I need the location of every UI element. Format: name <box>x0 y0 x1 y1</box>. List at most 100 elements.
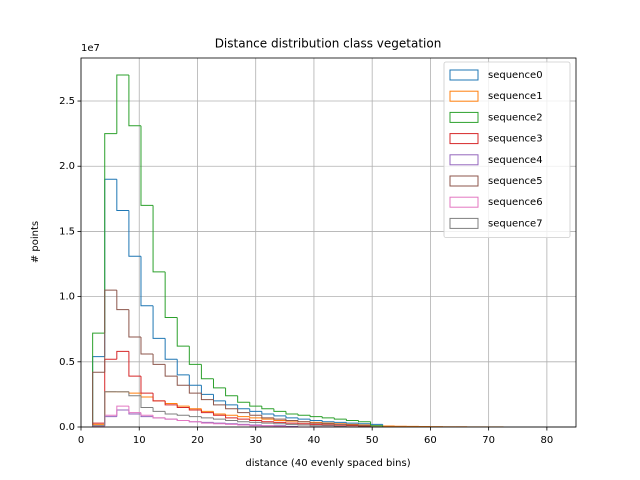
histogram-bin <box>164 400 178 406</box>
legend-label: sequence0 <box>488 70 543 81</box>
histogram-bin <box>188 415 202 418</box>
histogram-bin <box>225 415 238 419</box>
histogram-bin <box>237 420 250 423</box>
histogram-bin <box>92 425 105 427</box>
histogram-bin <box>200 416 214 419</box>
y-tick-label: 1.0 <box>59 292 75 303</box>
histogram-bin <box>321 420 335 423</box>
legend-swatch <box>449 154 479 166</box>
histogram-bin <box>116 405 129 416</box>
x-axis-label: distance (40 evenly spaced bins) <box>245 458 410 469</box>
histogram-bin <box>164 271 178 318</box>
histogram-bin <box>261 422 274 424</box>
legend-label: sequence1 <box>488 91 543 102</box>
x-tick-label: 0 <box>78 435 84 446</box>
histogram-bin <box>249 421 262 423</box>
legend-swatch <box>449 69 479 81</box>
legend-label: sequence5 <box>488 176 543 187</box>
histogram-bin <box>261 411 274 415</box>
histogram-bin <box>285 423 299 425</box>
histogram-bin <box>249 408 262 412</box>
histogram-bin <box>152 305 166 339</box>
histogram-bin <box>261 406 274 410</box>
axes-frame <box>80 57 577 428</box>
histogram-bin <box>249 412 262 416</box>
histogram-bin <box>164 417 178 420</box>
histogram-bin <box>321 422 335 424</box>
histogram-bin <box>225 419 238 421</box>
histogram-bin <box>176 359 190 376</box>
histogram-bin <box>152 205 166 273</box>
histogram-bin <box>345 419 359 421</box>
histogram-bin <box>225 387 238 397</box>
histogram-bin <box>116 179 129 212</box>
histogram-bin <box>249 419 262 421</box>
histogram-bin <box>309 423 323 425</box>
x-tick-label: 10 <box>133 435 146 446</box>
histogram-bin <box>128 391 141 397</box>
histogram-bin <box>297 413 311 416</box>
legend: sequence0 sequence1 sequence2 sequence3 sequ… <box>443 61 571 239</box>
histogram-bin <box>285 419 299 421</box>
histogram-bin <box>128 210 141 257</box>
histogram-bin <box>357 425 371 427</box>
histogram-bin <box>357 423 371 425</box>
histogram-bin <box>140 125 154 206</box>
histogram-bin <box>128 351 141 377</box>
histogram-bin <box>309 419 323 421</box>
histogram-bin <box>237 423 250 425</box>
y-tick-label: 2.5 <box>59 96 75 107</box>
legend-label: sequence4 <box>488 155 543 166</box>
histogram-bin <box>237 395 250 403</box>
histogram-bin <box>285 411 299 415</box>
histogram-bin <box>188 407 202 411</box>
histogram-bin <box>128 74 141 127</box>
histogram-bin <box>92 371 105 427</box>
histogram-bin <box>176 317 190 347</box>
histogram-bin <box>176 413 190 416</box>
histogram-bin <box>152 353 166 365</box>
histogram-bin <box>212 412 226 416</box>
legend-label: sequence7 <box>488 218 543 229</box>
legend-swatch <box>449 133 479 145</box>
histogram-bin <box>237 408 250 414</box>
histogram-bin <box>188 385 202 394</box>
x-tick-label: 80 <box>541 435 554 446</box>
histogram-bin <box>116 74 129 134</box>
histogram-bin <box>249 402 262 407</box>
histogram-bin <box>297 420 311 423</box>
histogram-bin <box>225 423 238 425</box>
histogram-bin <box>273 413 286 417</box>
histogram-bin <box>309 421 323 424</box>
histogram-bin <box>200 421 214 424</box>
histogram-bin <box>212 378 226 389</box>
legend-swatch <box>449 217 479 229</box>
histogram-bin <box>333 417 347 420</box>
histogram-bin <box>128 309 141 338</box>
y-tick-label: 0.5 <box>59 357 75 368</box>
y-tick-label: 0.0 <box>59 422 75 433</box>
histogram-bin <box>357 420 371 423</box>
y-axis-label: # points <box>30 221 41 263</box>
histogram-bin <box>152 415 166 419</box>
histogram-bin <box>140 256 154 307</box>
histogram-bin <box>164 364 178 377</box>
histogram-bin <box>225 404 238 410</box>
histogram-bin <box>309 425 323 427</box>
legend-frame <box>443 61 571 239</box>
chart-title: Distance distribution class vegetation <box>215 37 442 51</box>
x-tick-label: 50 <box>366 435 379 446</box>
histogram-bin <box>212 399 226 406</box>
histogram-bin <box>140 376 154 394</box>
histogram-bin <box>116 350 129 360</box>
histogram-bin <box>297 417 311 420</box>
histogram-bin <box>152 407 166 412</box>
histogram-bin <box>285 415 299 419</box>
histogram-bin <box>273 425 286 427</box>
histogram-bin <box>261 415 274 419</box>
histogram-bin <box>237 415 250 418</box>
histogram-bin <box>176 404 190 408</box>
legend-swatch <box>449 175 479 187</box>
y-tick-label: 1.5 <box>59 226 75 237</box>
x-tick-label: 40 <box>308 435 321 446</box>
